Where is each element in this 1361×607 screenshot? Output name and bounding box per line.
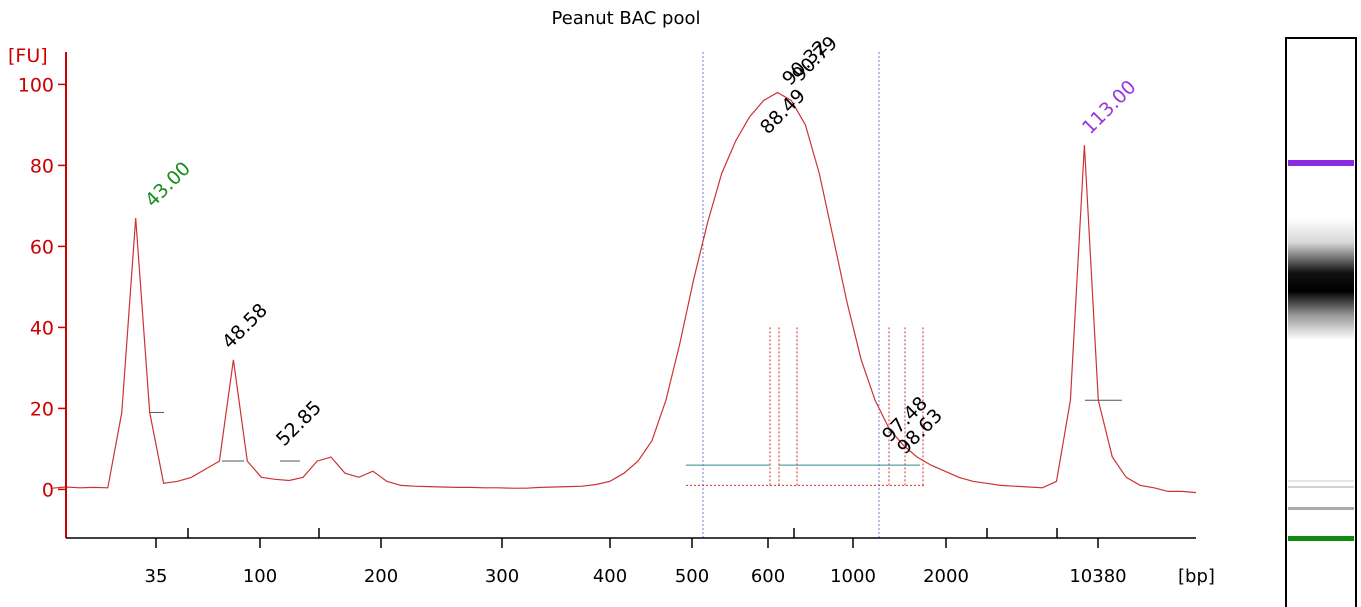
peak-labels: 43.0048.5852.8588.4990.3290.7997.4898.63…: [141, 32, 1141, 459]
gel-lane-image: [1285, 37, 1357, 607]
y-tick-label: 80: [30, 155, 54, 177]
y-tick-label: 40: [30, 317, 54, 339]
y-tick-label: 100: [18, 74, 54, 96]
y-tick-label: 20: [30, 398, 54, 420]
x-tick-label: 400: [593, 566, 627, 587]
x-axis-label: [bp]: [1178, 566, 1215, 587]
x-tick-label: 2000: [923, 566, 969, 587]
y-tick-label: 60: [30, 236, 54, 258]
chart-title: Peanut BAC pool: [551, 8, 700, 29]
peak-label: 43.00: [141, 158, 195, 212]
series-trace: [51, 91, 1197, 494]
x-tick-label: 100: [243, 566, 277, 587]
peak-label: 48.58: [218, 299, 272, 353]
peak-label: 52.85: [272, 397, 326, 451]
y-tick-label: 0: [42, 479, 54, 501]
x-tick-label: 10380: [1069, 566, 1126, 587]
x-tick-label: 300: [485, 566, 519, 587]
x-tick-label: 500: [675, 566, 709, 587]
x-tick-label: 600: [751, 566, 785, 587]
x-tick-label: 35: [145, 566, 168, 587]
x-tick-label: 200: [364, 566, 398, 587]
y-axis-label: [FU]: [8, 45, 48, 67]
x-ticks: 35 100 200 300 400 500 600 1000 2000 10380: [145, 528, 1127, 587]
peak-label: 113.00: [1078, 76, 1141, 139]
baselines: [150, 327, 1122, 486]
y-ticks: 0 20 40 60 80 100: [18, 74, 66, 501]
peak-label: 88.49: [756, 85, 810, 139]
x-tick-label: 1000: [830, 566, 876, 587]
